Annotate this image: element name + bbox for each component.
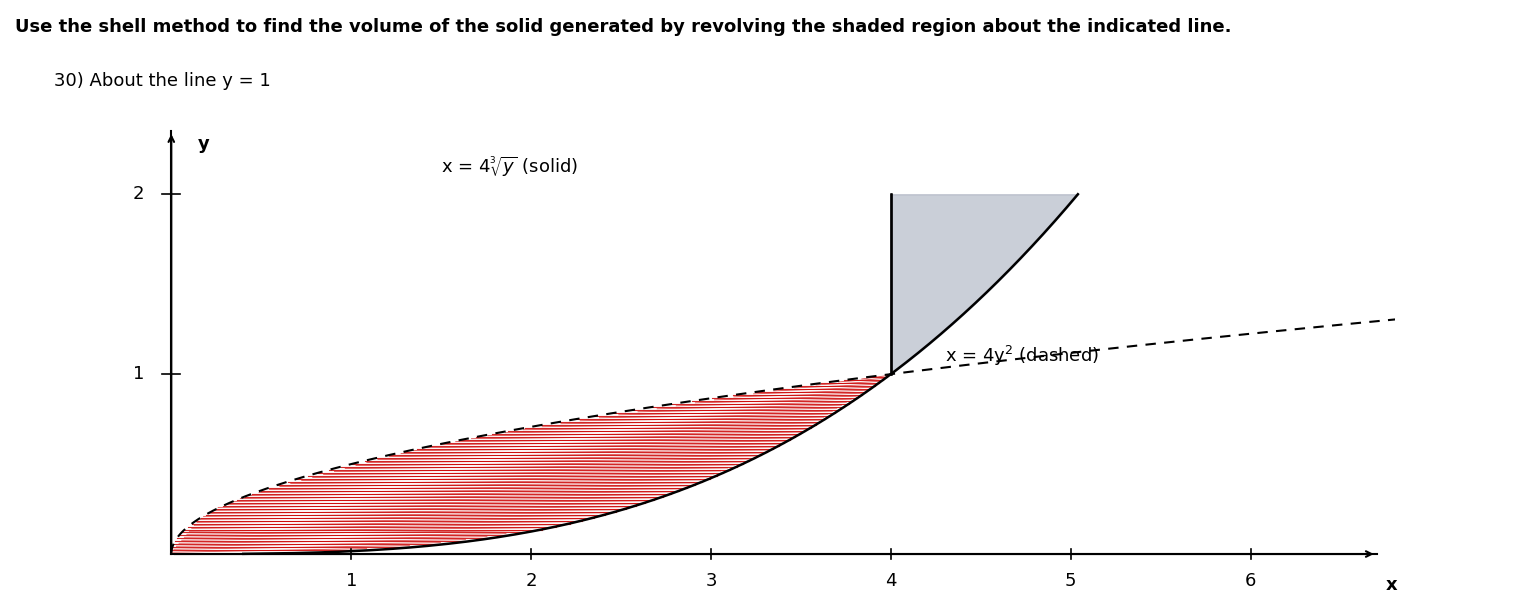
Text: x = 4y$^2$ (dashed): x = 4y$^2$ (dashed) bbox=[946, 344, 1099, 368]
Text: x: x bbox=[1386, 576, 1397, 594]
Text: 2: 2 bbox=[133, 185, 144, 203]
Text: 2: 2 bbox=[525, 572, 537, 590]
Text: 4: 4 bbox=[886, 572, 897, 590]
Text: 6: 6 bbox=[1245, 572, 1256, 590]
Text: 1: 1 bbox=[133, 365, 144, 383]
Text: 1: 1 bbox=[346, 572, 356, 590]
Text: Use the shell method to find the volume of the solid generated by revolving the : Use the shell method to find the volume … bbox=[15, 18, 1232, 36]
Text: 5: 5 bbox=[1065, 572, 1077, 590]
Text: 30) About the line y = 1: 30) About the line y = 1 bbox=[54, 72, 271, 89]
Text: 3: 3 bbox=[705, 572, 716, 590]
Text: x = 4$\sqrt[3]{y}$ (solid): x = 4$\sqrt[3]{y}$ (solid) bbox=[441, 155, 578, 179]
Text: y: y bbox=[199, 135, 210, 153]
